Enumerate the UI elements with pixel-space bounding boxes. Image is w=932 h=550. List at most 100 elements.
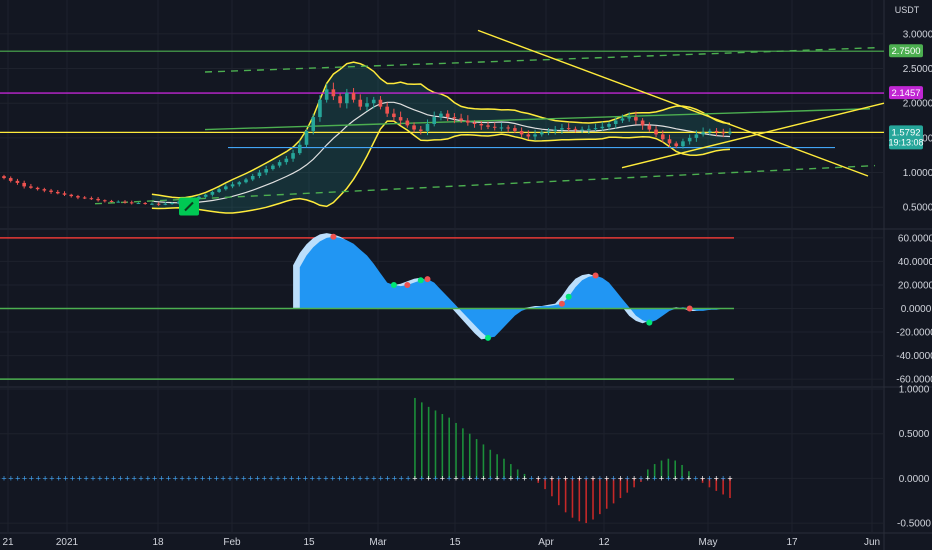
axis-layer: 3.00002.50002.00001.50001.00000.50002.75… xyxy=(2,29,932,548)
hist-tick-label: -0.5000 xyxy=(897,519,931,530)
candle-body xyxy=(331,89,336,97)
osc-cross-dot xyxy=(592,272,599,279)
histogram-zero-marker: + xyxy=(15,473,20,483)
histogram-zero-marker: + xyxy=(501,473,506,483)
histogram-zero-marker: + xyxy=(42,473,47,483)
price-label-badge xyxy=(889,125,923,150)
histogram-zero-marker: + xyxy=(275,473,280,483)
candle-body xyxy=(143,203,147,205)
candle-body xyxy=(318,99,322,118)
osc-cross-dot xyxy=(424,276,431,283)
candle-body xyxy=(176,201,181,204)
histogram-zero-marker: + xyxy=(618,473,623,483)
histogram-zero-marker: + xyxy=(310,473,315,483)
candle-body xyxy=(539,132,544,135)
histogram-zero-marker: + xyxy=(248,473,253,483)
osc-cross-dot xyxy=(404,281,411,288)
candle-body xyxy=(721,132,726,134)
candle-body xyxy=(412,125,416,130)
candle-body xyxy=(345,92,349,104)
hist-tick-label: 0.0000 xyxy=(899,474,930,485)
histogram-zero-marker: + xyxy=(508,473,513,483)
histogram-zero-marker: + xyxy=(570,473,575,483)
histogram-zero-marker: + xyxy=(604,473,609,483)
x-tick-label: 18 xyxy=(152,537,164,548)
candle-body xyxy=(620,118,625,121)
candle-body xyxy=(244,179,248,183)
histogram-zero-marker: + xyxy=(303,473,308,483)
candle-body xyxy=(76,196,80,198)
histogram-zero-marker: + xyxy=(316,473,321,483)
green-trendline xyxy=(204,108,871,131)
candle-body xyxy=(22,182,26,187)
histogram-zero-marker: + xyxy=(207,473,212,483)
candle-body xyxy=(62,193,67,195)
candle-body xyxy=(654,129,658,135)
histogram-zero-marker: + xyxy=(138,473,143,483)
histogram-zero-marker: + xyxy=(549,473,554,483)
candle-body xyxy=(398,117,403,121)
histogram-zero-marker: + xyxy=(515,473,520,483)
histogram-zero-marker: + xyxy=(666,473,671,483)
candle-body xyxy=(96,198,100,201)
candle-body xyxy=(560,128,564,130)
candle-body xyxy=(452,117,457,119)
hist-tick-label: 1.0000 xyxy=(899,385,930,396)
histogram-zero-marker: + xyxy=(36,473,41,483)
histogram-zero-marker: + xyxy=(152,473,157,483)
candle-body xyxy=(593,128,598,130)
candle-body xyxy=(674,143,679,147)
histogram-zero-marker: + xyxy=(200,473,205,483)
histogram-zero-marker: + xyxy=(358,473,363,483)
candle-body xyxy=(385,106,389,114)
histogram-zero-marker: + xyxy=(673,473,678,483)
osc-tick-label: 40.0000 xyxy=(898,257,932,268)
price-tick-label: 0.5000 xyxy=(903,203,932,214)
histogram-zero-marker: + xyxy=(49,473,54,483)
candle-body xyxy=(573,128,578,130)
histogram-zero-marker: + xyxy=(536,473,541,483)
candle-body xyxy=(277,162,282,166)
bollinger-lower-band xyxy=(151,120,731,214)
candle-body xyxy=(519,130,524,135)
histogram-zero-marker: + xyxy=(563,473,568,483)
candle-body xyxy=(15,180,20,183)
candle-body xyxy=(217,189,221,192)
candle-body xyxy=(459,118,463,121)
histogram-zero-marker: + xyxy=(556,473,561,483)
x-tick-label: Feb xyxy=(223,537,241,548)
histogram-zero-marker: + xyxy=(330,473,335,483)
candle-body xyxy=(425,124,430,131)
candle-body xyxy=(42,189,47,191)
yellow-ascending-trendline xyxy=(621,102,885,169)
candle-body xyxy=(613,120,618,124)
candle-body xyxy=(49,190,53,192)
candle-body xyxy=(291,153,295,159)
pencil-icon xyxy=(184,201,194,212)
histogram-zero-marker: + xyxy=(659,473,664,483)
candle-body xyxy=(640,120,645,126)
osc-cross-dot xyxy=(565,293,572,300)
candle-body xyxy=(445,113,450,118)
histogram-zero-marker: + xyxy=(686,473,691,483)
osc-main-area xyxy=(299,236,730,338)
osc-cross-dot xyxy=(330,233,337,240)
osc-tick-label: 0.0000 xyxy=(901,304,932,315)
histogram-zero-marker: + xyxy=(542,473,547,483)
histogram-zero-marker: + xyxy=(378,473,383,483)
candle-body xyxy=(513,128,517,131)
candle-body xyxy=(324,89,329,100)
histogram-zero-marker: + xyxy=(125,473,130,483)
candle-body xyxy=(304,130,309,145)
candle-body xyxy=(418,129,423,131)
x-tick-label: Apr xyxy=(538,537,554,548)
histogram-zero-marker: + xyxy=(214,473,219,483)
bollinger-upper-band xyxy=(151,61,731,199)
candle-body xyxy=(103,200,107,202)
candle-body xyxy=(432,117,437,124)
histogram-zero-marker: + xyxy=(22,473,27,483)
histogram-zero-marker: + xyxy=(707,473,712,483)
candle-body xyxy=(237,182,242,185)
osc-tick-label: 60.0000 xyxy=(898,233,932,244)
bollinger-fill xyxy=(151,62,730,213)
